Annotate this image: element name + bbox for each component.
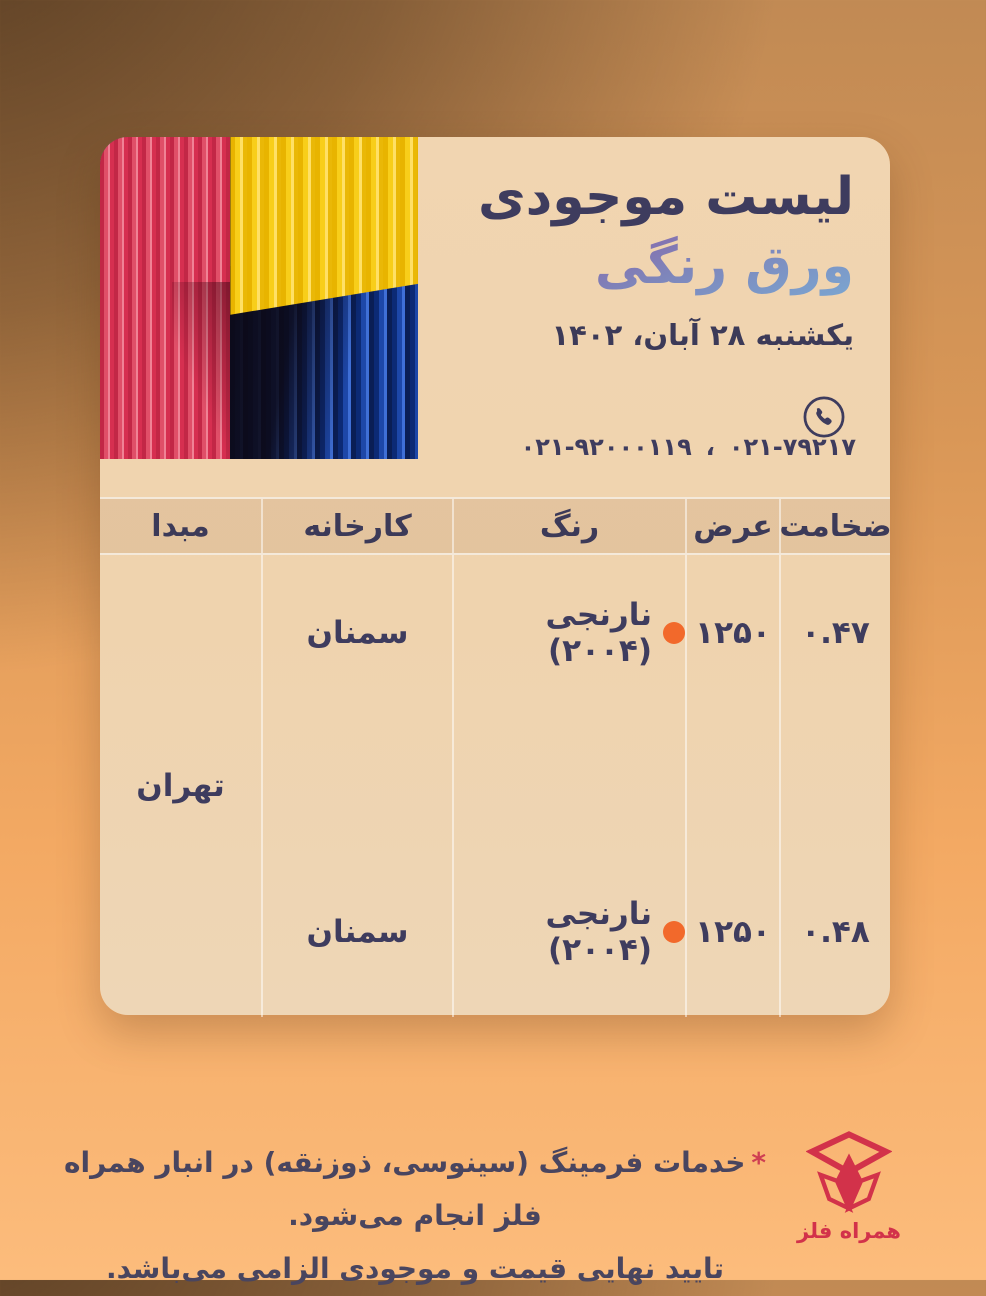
origin-merged-cell: تهران bbox=[100, 555, 261, 1017]
color-value: نارنجی (۲۰۰۴) bbox=[545, 895, 652, 968]
brand-logo-block: همراه فلز bbox=[790, 1131, 908, 1243]
table-row: ۱۲۵۰ bbox=[685, 555, 779, 786]
hamrah-felez-logo-icon bbox=[806, 1131, 892, 1213]
table-row: سمنان bbox=[261, 786, 452, 1017]
column-header-thickness: ضخامت bbox=[779, 499, 892, 553]
brand-logo-text: همراه فلز bbox=[797, 1219, 901, 1243]
table-row: سمنان bbox=[261, 555, 452, 786]
table-row: ۱۲۵۰ bbox=[685, 786, 779, 1017]
red-panel bbox=[100, 137, 231, 459]
phone-number-secondary[interactable]: ۰۲۱-۷۹۲۱۷ bbox=[728, 433, 856, 461]
page-title-line1: لیست موجودی bbox=[477, 167, 854, 227]
table-body: ۰.۴۷ ۱۲۵۰ نارنجی (۲۰۰۴) سمنان تهران ۰.۴۸… bbox=[100, 555, 890, 1017]
footer-note-line1: *خدمات فرمینگ (سینوسی، ذوزنقه) در انبار … bbox=[40, 1136, 790, 1242]
table-row: ۰.۴۷ bbox=[779, 555, 890, 786]
column-header-factory: کارخانه bbox=[261, 499, 452, 553]
footer-note-text1: خدمات فرمینگ (سینوسی، ذوزنقه) در انبار ه… bbox=[63, 1146, 746, 1233]
thickness-value: ۰.۴۸ bbox=[801, 913, 870, 950]
corrugated-panels-photo bbox=[100, 137, 418, 459]
width-value: ۱۲۵۰ bbox=[695, 614, 771, 651]
footer-notes: *خدمات فرمینگ (سینوسی، ذوزنقه) در انبار … bbox=[40, 1136, 790, 1296]
orange-dot-icon bbox=[663, 621, 685, 644]
column-header-origin: مبدا bbox=[151, 508, 210, 544]
table-header-row: ضخامت عرض رنگ کارخانه مبدا bbox=[100, 497, 892, 555]
table-row: ۰.۴۸ bbox=[779, 786, 890, 1017]
title-block: لیست موجودی ورق رنگی یکشنبه ۲۸ آبان، ۱۴۰… bbox=[478, 163, 854, 355]
date-label: یکشنبه ۲۸ آبان، ۱۴۰۲ bbox=[551, 318, 854, 353]
phone-separator: ، bbox=[705, 433, 715, 461]
table-row: نارنجی (۲۰۰۴) bbox=[452, 555, 685, 786]
price-list-card: لیست موجودی ورق رنگی یکشنبه ۲۸ آبان، ۱۴۰… bbox=[100, 137, 892, 1017]
color-value: نارنجی (۲۰۰۴) bbox=[545, 596, 652, 669]
color-value-wrap: نارنجی (۲۰۰۴) bbox=[454, 597, 685, 669]
yellow-panel bbox=[230, 137, 418, 315]
width-value: ۱۲۵۰ bbox=[695, 913, 771, 950]
factory-value: سمنان bbox=[306, 913, 409, 950]
column-header-width: عرض bbox=[685, 499, 779, 553]
thickness-value: ۰.۴۷ bbox=[801, 614, 870, 651]
color-value-wrap: نارنجی (۲۰۰۴) bbox=[454, 896, 685, 968]
origin-value: تهران bbox=[136, 768, 225, 804]
phone-number-primary[interactable]: ۰۲۱-۹۲۰۰۰۱۱۹ bbox=[520, 433, 692, 461]
phone-circle-icon bbox=[802, 395, 846, 439]
inventory-table: ضخامت عرض رنگ کارخانه مبدا ۰.۴۷ ۱۲۵۰ نار… bbox=[100, 497, 892, 1017]
table-row: نارنجی (۲۰۰۴) bbox=[452, 786, 685, 1017]
factory-value: سمنان bbox=[306, 614, 409, 651]
page-title-line2: ورق رنگی bbox=[478, 232, 854, 301]
phone-numbers[interactable]: ۰۲۱-۹۲۰۰۰۱۱۹ ، ۰۲۱-۷۹۲۱۷ bbox=[521, 433, 856, 461]
column-header-color: رنگ bbox=[452, 499, 685, 553]
footer-note-line2: تایید نهایی قیمت و موجودی الزامی می‌باشد… bbox=[105, 1252, 725, 1286]
orange-dot-icon bbox=[663, 920, 685, 943]
asterisk-mark: * bbox=[751, 1146, 767, 1179]
